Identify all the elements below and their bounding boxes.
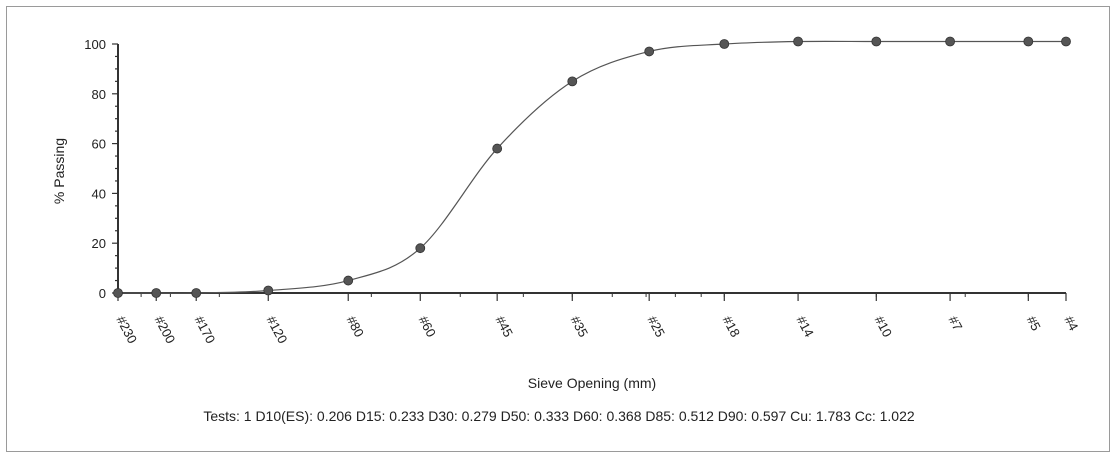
y-ticks: 0 20 40 60 80 100 (84, 37, 118, 301)
x-tick-label: #170 (192, 313, 219, 346)
x-tick-label: #200 (152, 313, 179, 346)
x-tick-label: #45 (493, 313, 516, 339)
data-point (343, 275, 354, 286)
gradation-summary: Tests: 1 D10(ES): 0.206 D15: 0.233 D30: … (203, 408, 915, 424)
y-tick-label: 60 (92, 137, 106, 152)
data-point (719, 39, 730, 49)
data-point (151, 288, 162, 298)
data-point (1061, 36, 1071, 47)
y-tick-label: 20 (92, 236, 106, 251)
data-point (415, 243, 426, 254)
data-point (567, 76, 578, 87)
x-tick-label: #25 (645, 313, 668, 339)
data-point (263, 285, 274, 296)
gradation-chart: 0 20 40 60 80 100 #230 #200 #170 #120 #80 #60 #45 #3… (51, 36, 1081, 391)
x-tick-label: #80 (344, 313, 367, 339)
data-point (871, 36, 882, 47)
data-point (113, 288, 123, 298)
x-tick-label: #5 (1024, 313, 1044, 333)
data-point (191, 288, 202, 298)
data-points (113, 36, 1071, 298)
y-axis-label: % Passing (51, 138, 67, 204)
x-tick-label: #14 (793, 313, 816, 339)
x-ticks: #230 #200 #170 #120 #80 #60 #45 #35 #25 #18 #14 #10… (113, 293, 1081, 346)
x-tick-label: #18 (720, 313, 743, 339)
y-tick-label: 40 (92, 186, 106, 201)
x-tick-label: #7 (945, 313, 965, 333)
x-axis-label: Sieve Opening (mm) (528, 375, 656, 391)
x-tick-label: #60 (416, 313, 439, 339)
data-point (492, 143, 503, 154)
series-line (117, 40, 1066, 294)
x-tick-label: #230 (113, 313, 140, 346)
x-tick-label: #35 (568, 313, 591, 339)
y-tick-label: 80 (92, 87, 106, 102)
x-tick-label: #4 (1061, 313, 1081, 333)
data-point (644, 46, 655, 57)
x-tick-label: #120 (264, 313, 291, 346)
data-point (1023, 36, 1034, 47)
data-point (793, 36, 803, 47)
y-tick-label: 100 (84, 37, 106, 52)
axes (117, 44, 1066, 294)
x-tick-label: #10 (872, 313, 895, 339)
data-point (945, 36, 955, 47)
y-tick-label: 0 (99, 286, 106, 301)
chart-frame (6, 6, 1110, 452)
